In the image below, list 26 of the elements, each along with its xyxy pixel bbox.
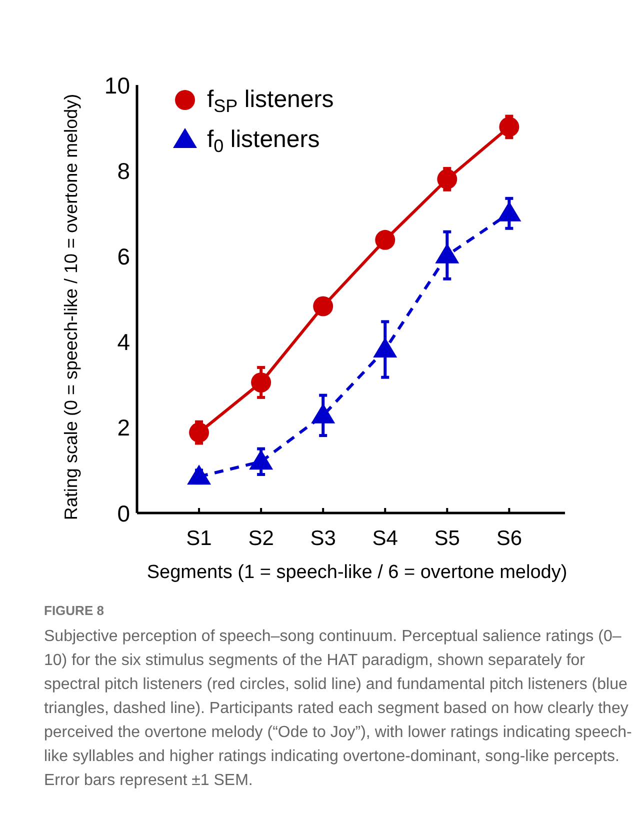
point — [251, 372, 272, 392]
legend-label: f$_{0}$ listeners — [207, 126, 320, 157]
x-tick-label: S4 — [372, 527, 398, 550]
y-tick-label: 10 — [104, 72, 130, 98]
point — [375, 230, 396, 250]
y-tick-label: 2 — [117, 414, 130, 441]
x-tick-label: S5 — [434, 527, 460, 550]
x-tick-label: S2 — [248, 527, 274, 550]
caption: FIGURE 8 — [44, 603, 104, 618]
y-tick-label: 8 — [117, 158, 130, 184]
point — [499, 116, 520, 137]
point — [311, 403, 336, 424]
point — [373, 338, 398, 358]
point — [249, 450, 274, 470]
y-tick-label: 4 — [117, 329, 130, 356]
text: Subjective perception of speech–song continuum. Perceptual salience ratings (0–10) for the six stimulus segments of the HAT paradigm, shown separately for spectral pitch listeners (red circles, solid line) and fundamental pitch listeners (blue triangles, dashed line). Participants rated each segment based on how clearly they perceived the overtone melody (“Ode to Joy”), with lower ratings indicating speech-like syllables and higher ratings indicating overtone-dominant, song-like percepts. Error bars represent ±1 SEM. — [44, 627, 633, 791]
point — [437, 169, 458, 190]
y-tick-label: 6 — [117, 243, 130, 270]
legend-label: f$_{SP}$ listeners — [207, 86, 334, 117]
y-axis-title: Rating scale (0 = speech-like / 10 = overtone melody) — [61, 94, 81, 520]
x-tick-label: S6 — [496, 527, 522, 550]
y-tick-label: 0 — [117, 500, 130, 526]
x-tick-label: S3 — [310, 527, 336, 550]
x-axis-title: Segments (1 = speech-like / 6 = overtone melody) — [146, 562, 568, 583]
x-tick-label: S1 — [186, 527, 212, 550]
point — [313, 296, 334, 316]
